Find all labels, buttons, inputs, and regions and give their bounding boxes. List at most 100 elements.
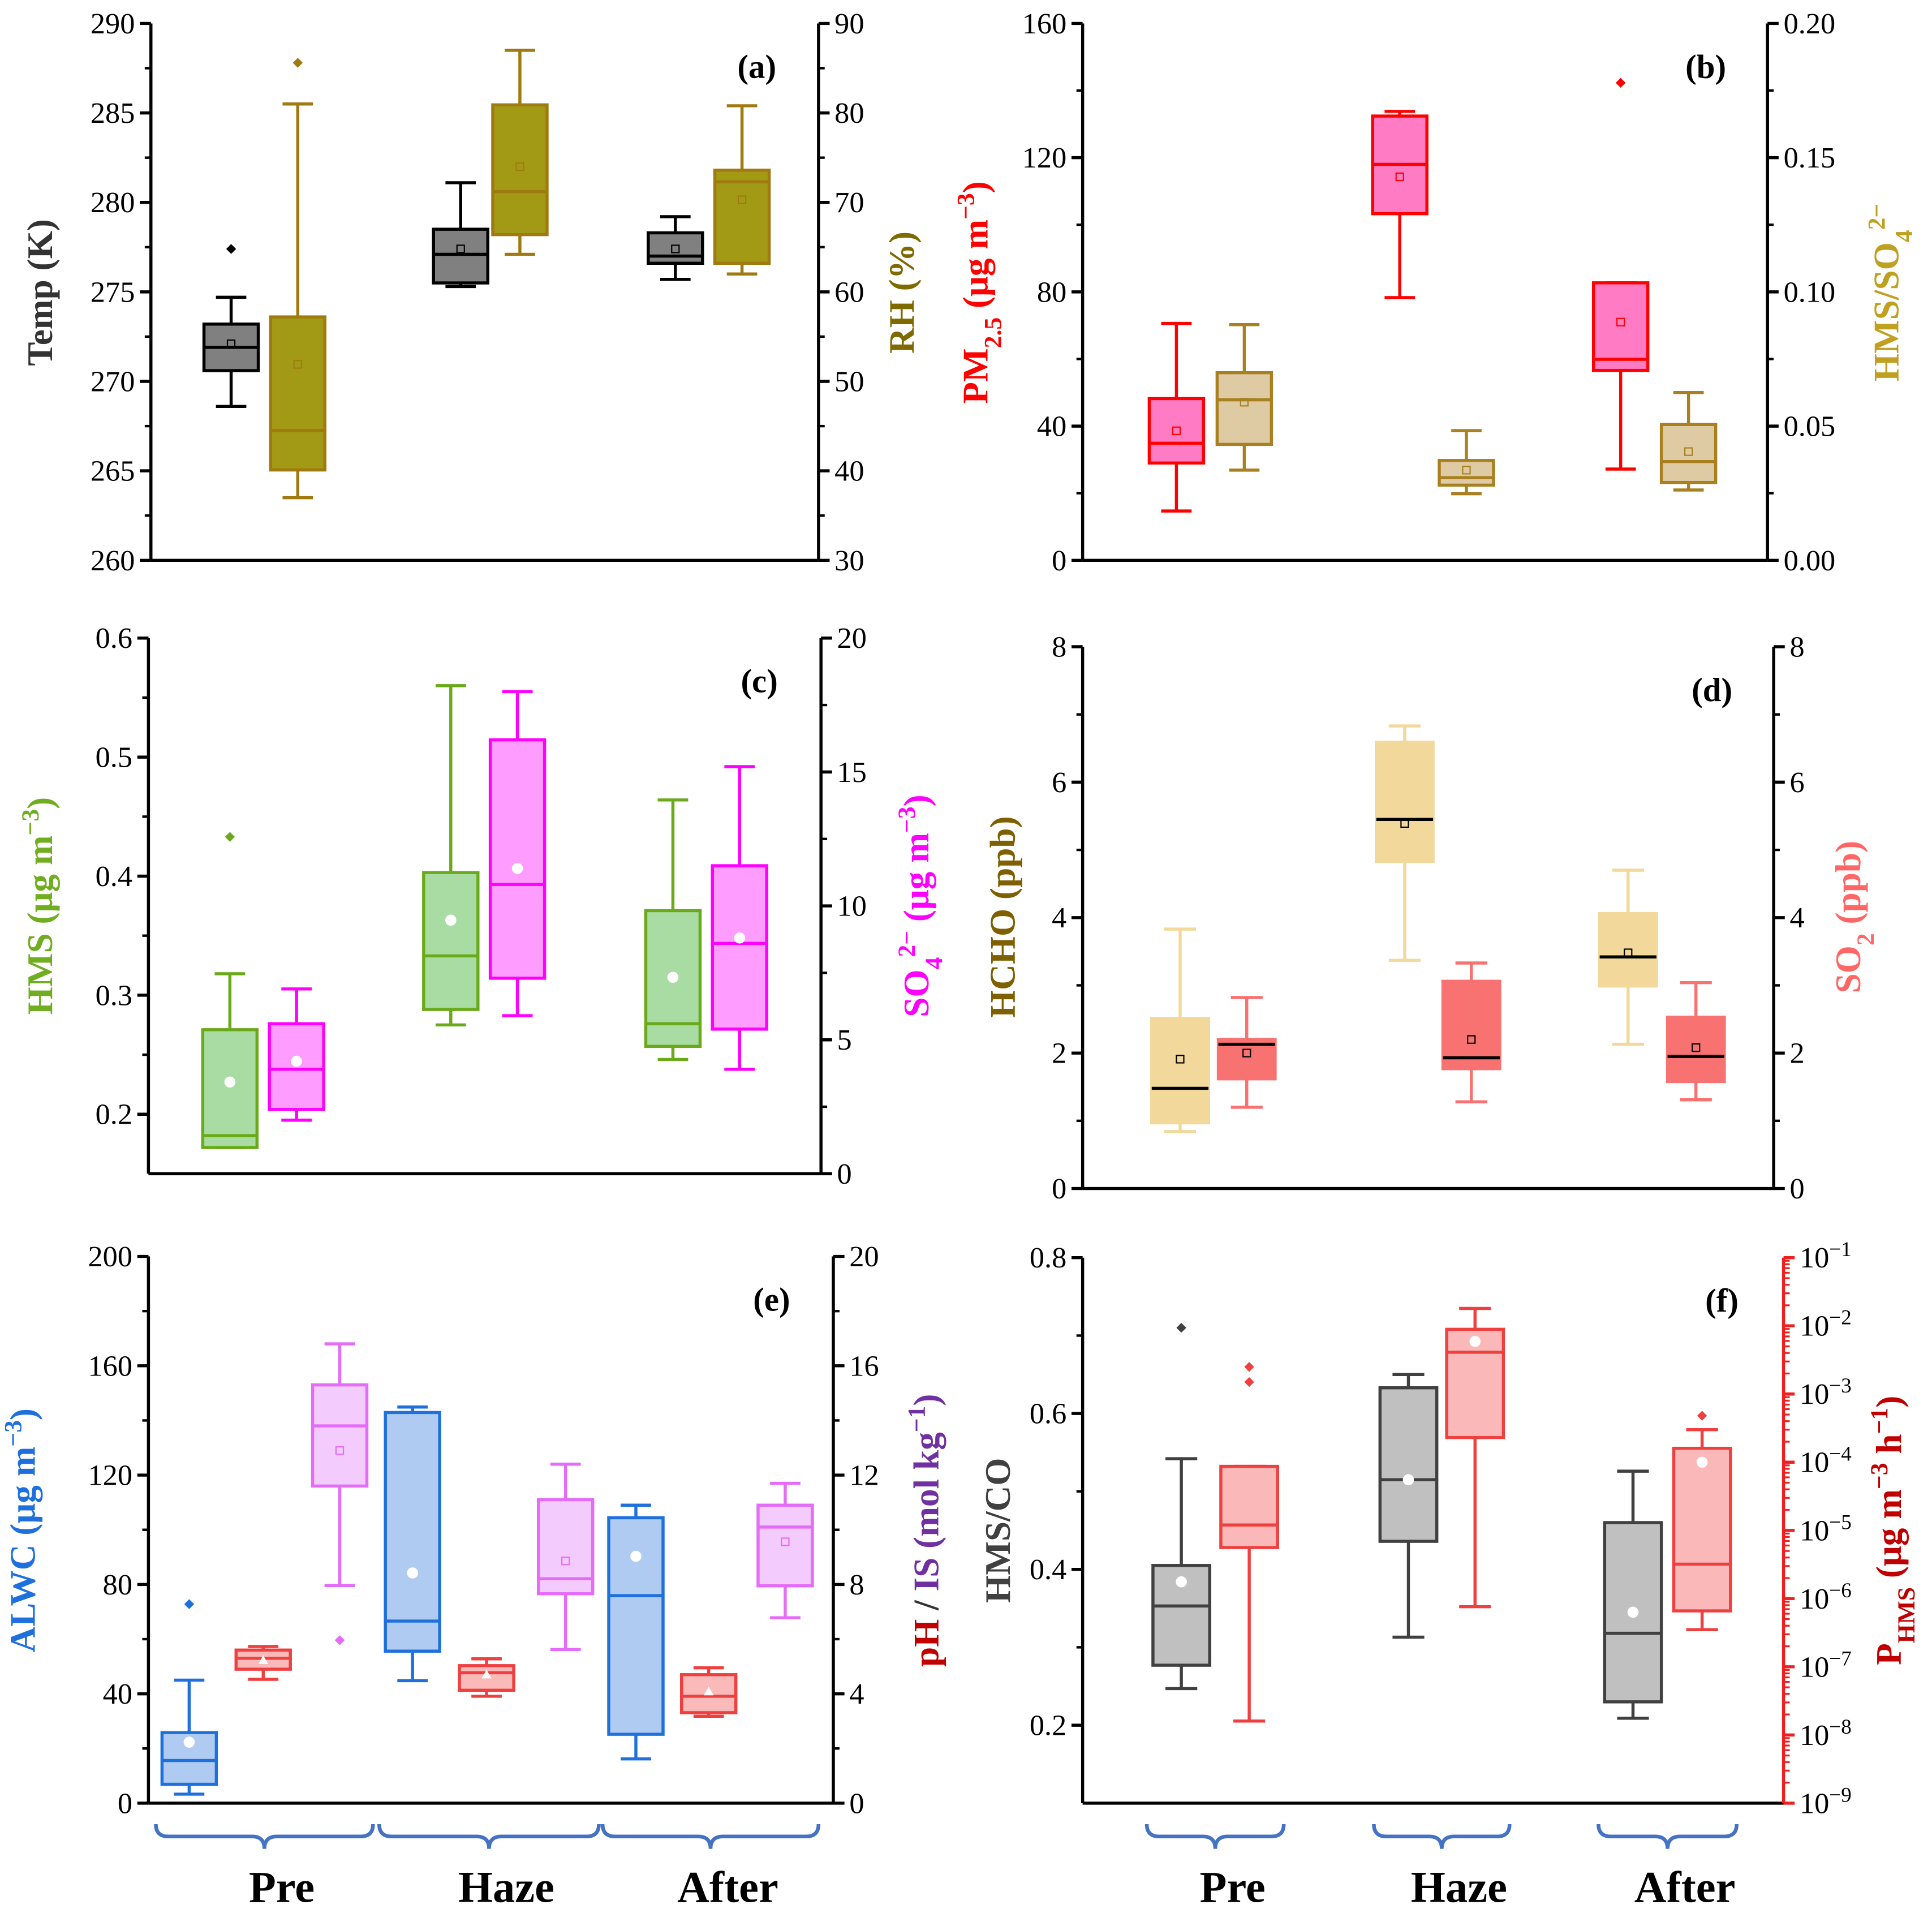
- outlier-point: [1176, 1322, 1186, 1333]
- iqr-box: [1215, 371, 1273, 446]
- mean-marker: [224, 1076, 236, 1088]
- right-tick-label: 80: [834, 97, 864, 130]
- left-tick-label: 120: [1022, 141, 1067, 174]
- iqr-box: [1659, 423, 1718, 484]
- right-tick-label: 10−4: [1800, 1442, 1852, 1479]
- right-axis-title: SO2 (ppb): [1828, 841, 1879, 994]
- right-tick-label: 6: [1790, 766, 1805, 799]
- iqr-box: [1441, 979, 1501, 1071]
- left-tick-label: 280: [91, 186, 135, 219]
- iqr-box: [488, 738, 547, 980]
- mean-marker: [561, 1557, 570, 1566]
- outlier-point: [1244, 1362, 1254, 1372]
- iqr-box: [647, 231, 704, 265]
- left-tick-label: 265: [91, 455, 135, 488]
- box-after: [1598, 869, 1658, 1046]
- right-tick-label: 5: [837, 1024, 852, 1056]
- box-after: [711, 765, 768, 1071]
- right-tick-label: 10−3: [1800, 1374, 1852, 1411]
- right-tick-label: 40: [834, 455, 864, 488]
- category-brace: [377, 1824, 601, 1849]
- left-tick-label: 0.5: [96, 741, 132, 774]
- mean-marker: [511, 862, 523, 874]
- box-haze: [1441, 961, 1501, 1104]
- iqr-box: [756, 1503, 814, 1588]
- mean-marker: [183, 1736, 195, 1748]
- right-axis-title: SO42− (μg m−3): [893, 794, 948, 1017]
- tick-exponent: −6: [1829, 1579, 1851, 1602]
- mean-marker: [456, 244, 465, 253]
- right-axis-title-part: P: [1869, 1643, 1909, 1665]
- right-tick-label: 8: [1790, 630, 1805, 663]
- left-tick-label: 2: [1052, 1037, 1066, 1070]
- iqr-box: [1216, 1038, 1277, 1081]
- box-after: [1666, 981, 1726, 1102]
- left-axis-title-part: −3: [17, 809, 44, 836]
- right-tick-label: 0.15: [1784, 141, 1836, 174]
- box-pre: [234, 1645, 292, 1681]
- right-tick-label: 15: [837, 756, 867, 789]
- right-tick-label: 20: [837, 622, 867, 655]
- iqr-box: [1672, 1446, 1732, 1613]
- mean-marker: [1242, 1048, 1251, 1057]
- right-axis-title-part: −1: [903, 1406, 930, 1433]
- iqr-box: [1598, 912, 1658, 988]
- right-axis-title-part: (μg m: [897, 833, 936, 931]
- category-label-haze: Haze: [1411, 1862, 1507, 1911]
- right-axis-title-part: 2−: [1863, 204, 1890, 230]
- right-tick-label: 0: [837, 1158, 852, 1190]
- outlier-point: [1244, 1377, 1254, 1387]
- box-haze: [432, 181, 489, 289]
- iqr-box: [1591, 281, 1650, 372]
- mean-marker: [1467, 1035, 1476, 1044]
- left-axis-title: ALWC (μg m−3): [0, 1408, 43, 1653]
- box-after: [644, 798, 702, 1061]
- mean-marker: [630, 1550, 642, 1562]
- box-haze: [1445, 1306, 1505, 1609]
- category-label-haze: Haze: [458, 1862, 554, 1911]
- right-tick-label: 16: [849, 1349, 879, 1382]
- iqr-box: [1438, 459, 1495, 487]
- box-haze: [458, 1657, 515, 1698]
- category-label-pre: Pre: [249, 1862, 315, 1911]
- box-pre: [1215, 323, 1273, 472]
- mean-marker: [445, 914, 457, 926]
- right-axis-title-part: (ppb): [1828, 841, 1868, 933]
- right-tick-label: 12: [849, 1459, 879, 1492]
- left-tick-label: 0: [118, 1787, 132, 1820]
- right-axis-title: PHMS (μg m−3 h−1): [1866, 1396, 1920, 1665]
- box-haze: [488, 690, 547, 1017]
- tick-exponent: −4: [1829, 1442, 1851, 1465]
- right-axis-title-part: ): [1869, 1396, 1909, 1408]
- iqr-box: [1666, 1016, 1726, 1084]
- box-pre: [202, 244, 260, 409]
- tick-base: 10: [1800, 1446, 1829, 1479]
- left-axis-title-part: Temp (K): [20, 219, 60, 366]
- right-tick-label: 0.10: [1784, 276, 1836, 308]
- category-brace: [154, 1824, 375, 1849]
- box-haze: [1378, 1373, 1439, 1639]
- box-pre: [269, 58, 327, 500]
- left-tick-label: 40: [1037, 410, 1066, 443]
- mean-marker: [1469, 1336, 1481, 1347]
- right-axis-title-part: (μg m: [1869, 1489, 1909, 1587]
- right-tick-label: 0: [1790, 1172, 1805, 1205]
- category-brace: [1597, 1824, 1739, 1849]
- mean-marker: [781, 1537, 790, 1546]
- mean-marker: [671, 244, 680, 253]
- iqr-box: [711, 864, 768, 1031]
- right-axis-title-part: SO: [897, 969, 936, 1017]
- right-axis-title-part: ): [897, 794, 936, 806]
- left-tick-label: 0: [1052, 1172, 1066, 1205]
- right-axis-title: pH / IS (mol kg−1): [903, 1394, 946, 1667]
- right-tick-label: 0.00: [1784, 544, 1836, 577]
- right-tick-label: 60: [834, 276, 864, 308]
- box-haze: [422, 684, 480, 1027]
- right-tick-label: 8: [849, 1568, 864, 1601]
- right-tick-label: 4: [1790, 901, 1805, 934]
- left-tick-label: 160: [1022, 7, 1067, 40]
- mean-marker: [737, 195, 747, 204]
- panel-label: (d): [1692, 672, 1732, 708]
- category-brace: [1372, 1824, 1512, 1849]
